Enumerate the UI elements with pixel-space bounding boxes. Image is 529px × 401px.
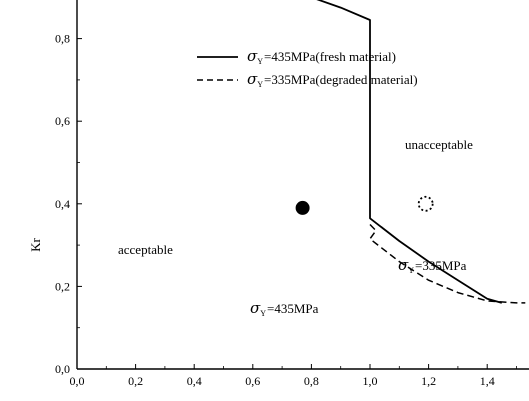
- x-tick-label: 1,4: [480, 374, 495, 388]
- annotation-fresh: σY=435MPa: [250, 299, 319, 318]
- legend-degraded-sigma: σ: [247, 70, 258, 88]
- marker-fresh: [295, 200, 310, 215]
- legend-fresh-text: =435MPa(fresh material): [264, 49, 396, 64]
- annotation-fresh-sub: Y: [260, 309, 266, 318]
- y-tick-label: 0,0: [55, 362, 70, 376]
- annotation-fresh-text: =435MPa: [267, 301, 319, 316]
- annotation-degraded-sigma: σ: [398, 256, 409, 274]
- legend: σY=435MPa(fresh material) σY=335MPa(degr…: [197, 47, 418, 89]
- legend-degraded-sub: Y: [257, 80, 263, 89]
- x-tick-label: 0,4: [187, 374, 202, 388]
- x-tick-label: 1,0: [363, 374, 378, 388]
- y-tick-label: 0,6: [55, 114, 70, 128]
- y-tick-label: 0,2: [55, 279, 70, 293]
- legend-degraded-text: =335MPa(degraded material): [264, 72, 418, 87]
- x-tick-label: 0,6: [245, 374, 260, 388]
- y-tick-label: 0,4: [55, 197, 70, 211]
- annotation-fresh-sigma: σ: [250, 299, 261, 317]
- region-label-unacceptable: unacceptable: [405, 137, 473, 152]
- legend-entry-fresh: σY=435MPa(fresh material): [247, 47, 396, 66]
- series-lines: [316, 0, 526, 304]
- x-tick-label: 0,8: [304, 374, 319, 388]
- annotation-degraded-text: =335MPa: [415, 258, 467, 273]
- annotation-degraded: σY=335MPa: [398, 256, 467, 275]
- series-line-fresh: [316, 0, 503, 304]
- y-axis-label: Kr: [28, 237, 43, 251]
- region-label-acceptable: acceptable: [118, 242, 173, 257]
- markers: [295, 195, 434, 215]
- annotation-degraded-sub: Y: [408, 266, 414, 275]
- legend-entry-degraded: σY=335MPa(degraded material): [247, 70, 418, 89]
- x-tick-label: 1,2: [421, 374, 436, 388]
- legend-fresh-sub: Y: [257, 57, 263, 66]
- y-tick-label: 0,8: [55, 32, 70, 46]
- x-tick-label: 0,2: [128, 374, 143, 388]
- ticks: 0,00,20,40,60,81,01,21,40,00,20,40,60,81…: [55, 32, 517, 388]
- legend-fresh-sigma: σ: [247, 47, 258, 65]
- series-line-degraded: [369, 223, 526, 304]
- x-tick-label: 0,0: [70, 374, 85, 388]
- marker-degraded: [417, 195, 434, 212]
